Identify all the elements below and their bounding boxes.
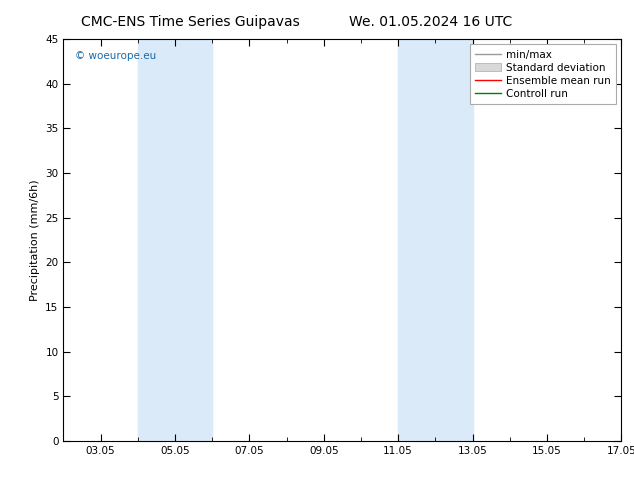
Text: © woeurope.eu: © woeurope.eu [75, 51, 156, 61]
Text: We. 01.05.2024 16 UTC: We. 01.05.2024 16 UTC [349, 15, 513, 29]
Text: CMC-ENS Time Series Guipavas: CMC-ENS Time Series Guipavas [81, 15, 300, 29]
Y-axis label: Precipitation (mm/6h): Precipitation (mm/6h) [30, 179, 40, 301]
Bar [138, 39, 212, 441]
Legend: min/max, Standard deviation, Ensemble mean run, Controll run: min/max, Standard deviation, Ensemble me… [470, 45, 616, 104]
Bar [398, 39, 472, 441]
